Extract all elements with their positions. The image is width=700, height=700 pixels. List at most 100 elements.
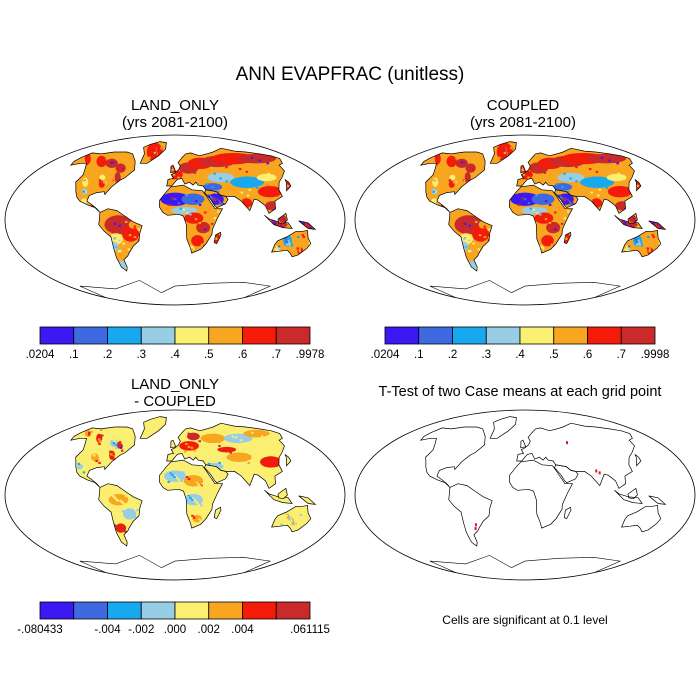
- value-cell: [306, 240, 309, 243]
- value-cell: [504, 153, 507, 156]
- coastline: [264, 490, 293, 504]
- colorbar-swatch: [485, 326, 521, 345]
- value-cell: [111, 229, 114, 232]
- value-cell: [538, 169, 542, 171]
- value-cell: [112, 439, 116, 442]
- value-cell: [239, 458, 243, 461]
- value-cell: [651, 234, 655, 237]
- value-cell: [567, 190, 570, 193]
- value-cell: [171, 197, 174, 200]
- value-cell: [211, 437, 214, 440]
- value-cell: [127, 248, 131, 251]
- value-cell: [185, 476, 189, 479]
- value-cell: [248, 188, 252, 191]
- panel-title-line1: T-Test of two Case means at each grid po…: [378, 384, 662, 400]
- panel-title-land-only: LAND_ONLY (yrs 2081-2100): [60, 97, 290, 131]
- value-cell: [176, 206, 180, 209]
- value-cell: [518, 179, 522, 182]
- value-cell: [472, 242, 475, 245]
- value-cell: [189, 213, 192, 216]
- value-cell: [114, 441, 117, 444]
- coastline: [648, 495, 667, 505]
- value-cell: [298, 246, 301, 249]
- value-cell: [118, 224, 121, 227]
- map-difference: [4, 409, 346, 581]
- value-cell: [124, 220, 128, 223]
- colorbar-difference: -.080433 -.004 -.002 .000 .002 .004 .061115: [17, 601, 330, 636]
- value-cell: [269, 191, 272, 194]
- value-cell: [463, 222, 467, 225]
- value-cell: [630, 219, 634, 222]
- value-cell: [174, 198, 177, 201]
- value-cell: [153, 152, 157, 154]
- value-cell: [267, 438, 270, 441]
- value-cell: [113, 222, 117, 225]
- value-cell: [194, 238, 198, 241]
- significance-note: Cells are significant at 0.1 level: [442, 613, 608, 627]
- value-cell: [192, 516, 196, 519]
- value-cell: [468, 224, 471, 227]
- value-cell: [284, 238, 288, 241]
- value-cell: [117, 240, 120, 243]
- coastline: [277, 487, 288, 500]
- value-cell: [110, 179, 113, 182]
- coastline: [627, 212, 638, 225]
- value-cell: [190, 433, 193, 436]
- value-cell: [536, 212, 539, 215]
- value-cell: [204, 513, 207, 516]
- value-cell: [548, 203, 552, 206]
- colorbar-swatch: [553, 326, 588, 345]
- value-cell: [185, 443, 188, 446]
- colorbar-tick-label: .7: [616, 349, 626, 361]
- value-cell: [612, 175, 616, 178]
- value-cell: [193, 449, 197, 452]
- value-cell: [655, 238, 659, 241]
- value-cell: [626, 249, 629, 252]
- value-patch: [236, 153, 277, 164]
- landmass-arabia: [204, 464, 229, 483]
- value-cell: [287, 239, 290, 242]
- value-cell: [193, 158, 197, 161]
- value-cell: [656, 240, 659, 243]
- value-cell: [193, 171, 197, 174]
- coastline: [614, 490, 643, 504]
- coastline: [448, 483, 493, 547]
- landmass-greenland: [140, 416, 167, 439]
- value-cell: [192, 480, 196, 483]
- value-cell: [588, 168, 592, 171]
- coastline: [213, 506, 222, 520]
- value-cell: [244, 442, 248, 445]
- coastline: [516, 422, 635, 489]
- panel-title-line2: - COUPLED: [134, 393, 216, 410]
- colorbar-tick-label: .1: [69, 349, 79, 361]
- value-cell: [592, 179, 595, 182]
- value-cell: [623, 246, 627, 249]
- value-cell: [191, 514, 194, 517]
- value-cell: [255, 186, 259, 189]
- value-cell: [540, 248, 544, 251]
- value-cell: [207, 434, 211, 437]
- value-cell: [206, 212, 210, 215]
- value-cell: [95, 460, 98, 463]
- value-cell: [114, 446, 118, 449]
- value-cell: [472, 253, 475, 256]
- value-cell: [298, 250, 302, 253]
- value-cell: [85, 436, 89, 439]
- colorbar-tick-label: -.004: [94, 624, 121, 636]
- colorbar-tick-label: .3: [136, 349, 146, 361]
- value-cell: [199, 485, 202, 488]
- coastline: [158, 459, 224, 529]
- coastline: [489, 416, 517, 439]
- value-cell: [258, 159, 261, 162]
- colorbar-swatch: [275, 326, 311, 345]
- value-cell: [171, 474, 174, 477]
- value-cell: [521, 197, 524, 200]
- colorbar-tick-label: .002: [198, 624, 220, 636]
- value-cell: [193, 499, 197, 502]
- coastline: [520, 164, 527, 174]
- value-cell: [240, 191, 244, 194]
- panel-title-line1: COUPLED: [486, 97, 560, 114]
- value-patch: [606, 173, 627, 182]
- value-cell: [214, 440, 218, 443]
- value-cell: [452, 181, 456, 184]
